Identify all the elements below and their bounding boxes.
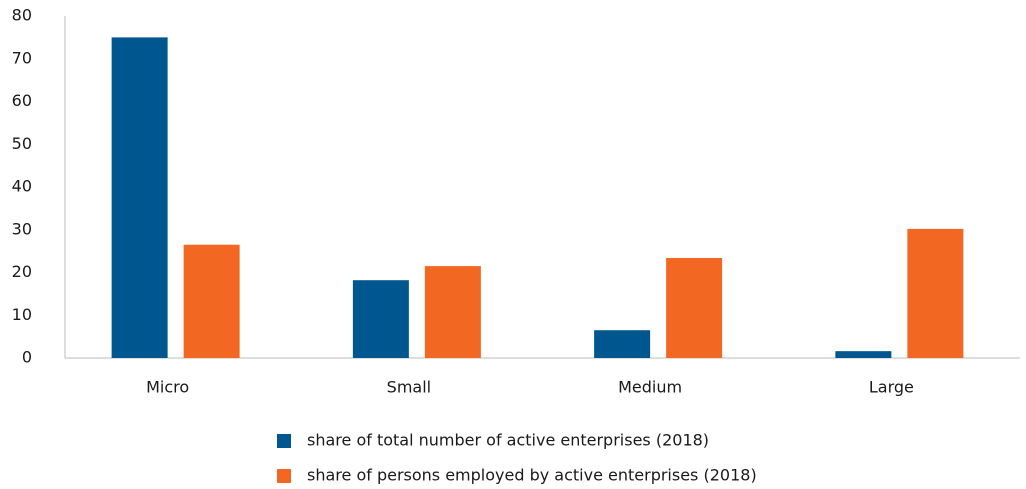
x-tick-label: Small: [387, 378, 431, 397]
bar: [594, 330, 651, 358]
y-tick-label: 20: [12, 262, 32, 281]
legend-swatch: [277, 434, 291, 448]
bar: [352, 280, 409, 358]
y-tick-label: 0: [22, 348, 32, 367]
bar: [424, 266, 481, 358]
bar: [111, 37, 168, 358]
y-tick-label: 40: [12, 177, 32, 196]
bar: [835, 351, 892, 358]
bar: [183, 244, 240, 358]
legend-swatch: [277, 469, 291, 483]
legend-label: share of total number of active enterpri…: [307, 431, 709, 450]
x-tick-label: Large: [869, 378, 914, 397]
y-tick-label: 60: [12, 91, 32, 110]
y-tick-label: 10: [12, 305, 32, 324]
y-tick-label: 30: [12, 219, 32, 238]
x-tick-label: Medium: [618, 378, 682, 397]
legend-label: share of persons employed by active ente…: [307, 466, 757, 485]
bar: [907, 228, 964, 358]
bar: [666, 257, 723, 358]
y-tick-label: 70: [12, 48, 32, 67]
x-tick-label: Micro: [146, 378, 189, 397]
y-tick-label: 80: [12, 6, 32, 25]
y-tick-label: 50: [12, 134, 32, 153]
